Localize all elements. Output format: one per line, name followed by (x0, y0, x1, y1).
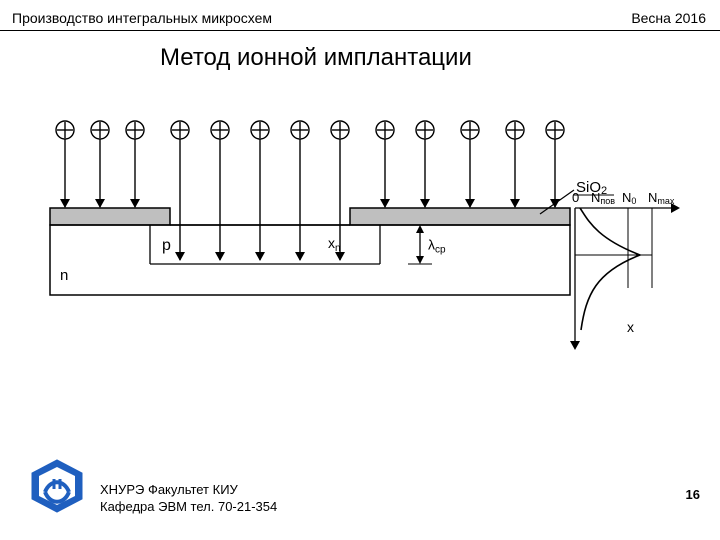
svg-text:p: p (162, 237, 171, 254)
svg-text:λср: λср (428, 237, 446, 256)
page-number: 16 (686, 487, 700, 502)
footer-text: ХНУРЭ Факультет КИУ Кафедра ЭВМ тел. 70-… (100, 481, 277, 516)
svg-text:Nmax: Nmax (648, 190, 675, 206)
svg-text:xn: xn (328, 235, 341, 254)
header-rule (0, 30, 720, 31)
svg-text:0: 0 (572, 190, 579, 205)
svg-text:N0: N0 (622, 190, 636, 206)
header-left: Производство интегральных микросхем (12, 10, 272, 26)
footer-line2: Кафедра ЭВМ тел. 70-21-354 (100, 499, 277, 514)
svg-text:x: x (627, 319, 634, 335)
svg-text:n: n (60, 267, 68, 284)
university-logo-icon (30, 459, 84, 518)
page-title: Метод ионной имплантации (160, 44, 472, 72)
header-right: Весна 2016 (631, 10, 706, 26)
ion-implantation-diagram: SiO2pnxnλср0NповN0NmaxNx (40, 120, 680, 380)
footer-line1: ХНУРЭ Факультет КИУ (100, 482, 238, 497)
